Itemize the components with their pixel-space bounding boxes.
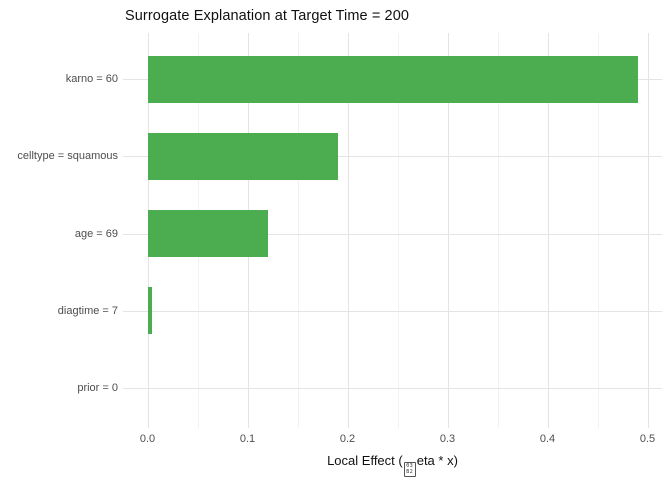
gridline-minor-vertical	[397, 33, 399, 428]
missing-glyph-hex-top: 03	[406, 463, 414, 469]
bar	[147, 55, 638, 103]
y-axis-label: karno = 60	[65, 73, 118, 85]
y-axis-label: celltype = squamous	[17, 150, 118, 163]
gridline-major-horizontal	[123, 310, 662, 312]
chart-title: Surrogate Explanation at Target Time = 2…	[125, 8, 410, 24]
gridline-minor-vertical	[497, 33, 499, 428]
x-axis-tick-label: 0.5	[639, 433, 656, 445]
x-axis-tick-label: 0.3	[439, 433, 456, 445]
gridline-major-horizontal	[123, 233, 662, 235]
missing-glyph-box: 03 B2	[403, 462, 416, 477]
gridline-major-vertical	[447, 33, 449, 428]
gridline-major-horizontal	[123, 156, 662, 158]
y-axis-label: prior = 0	[77, 382, 118, 394]
x-axis-title-suffix: eta * x)	[416, 453, 458, 468]
x-axis-tick-label: 0.1	[239, 433, 256, 445]
gridline-minor-vertical	[597, 33, 599, 428]
y-axis-label: diagtime = 7	[57, 304, 118, 317]
gridline-minor-vertical	[297, 33, 299, 428]
missing-glyph-hex-bottom: B2	[406, 468, 414, 475]
gridline-major-vertical	[647, 33, 649, 428]
y-axis-label: age = 69	[74, 227, 118, 240]
gridline-major-vertical	[347, 33, 349, 428]
x-axis-tick-label: 0.0	[139, 433, 156, 445]
x-axis-title-prefix: Local Effect (	[327, 453, 403, 468]
x-axis-tick-label: 0.2	[339, 433, 356, 445]
bar	[147, 287, 152, 335]
bar	[147, 132, 338, 180]
x-axis-tick-label: 0.4	[539, 433, 556, 445]
x-axis-title: Local Effect (03 B2 eta * x)	[123, 453, 662, 477]
gridline-major-horizontal	[123, 388, 662, 389]
gridline-major-vertical	[547, 33, 549, 428]
plot-panel	[123, 33, 662, 428]
bar	[147, 210, 268, 257]
